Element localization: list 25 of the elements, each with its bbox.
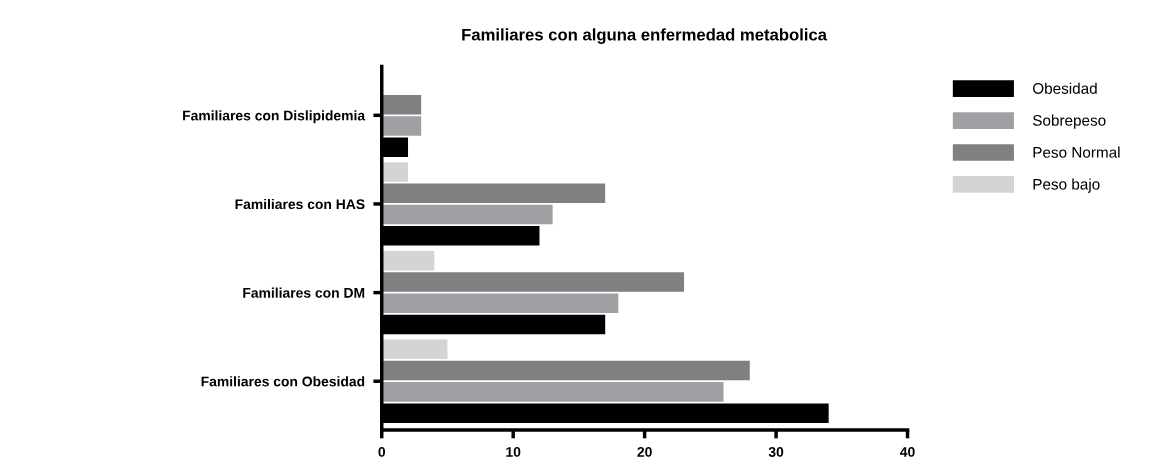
legend-label: Obesidad	[1032, 82, 1097, 94]
x-tick-label: 30	[768, 447, 784, 457]
bar	[381, 162, 409, 182]
bar	[381, 360, 750, 381]
y-tick-label: Familiares con HAS	[235, 198, 365, 210]
bar	[381, 382, 724, 402]
legend-label: Sobrepeso	[1032, 114, 1106, 129]
x-tick-label: 0	[378, 447, 386, 457]
bar	[381, 94, 422, 115]
y-tick-label: Familiares con Dislipidemia	[183, 110, 366, 124]
bar	[381, 250, 435, 271]
chart-title: Familiares con alguna enfermedad metabolica	[462, 28, 828, 44]
y-tick-label: Familiares con DM	[243, 287, 365, 298]
y-tick-label: Familiares con Obesidad	[201, 376, 365, 387]
bar	[381, 204, 553, 225]
bar	[381, 183, 606, 204]
bar	[381, 293, 619, 313]
legend-label: Peso Normal	[1033, 146, 1120, 158]
x-tick-label: 20	[637, 447, 652, 457]
bar	[381, 116, 422, 136]
x-tick-label: 40	[900, 447, 915, 457]
bar	[381, 339, 448, 360]
legend-label: Peso bajo	[1033, 178, 1100, 193]
x-tick-label: 10	[506, 447, 521, 457]
bar	[381, 272, 685, 292]
